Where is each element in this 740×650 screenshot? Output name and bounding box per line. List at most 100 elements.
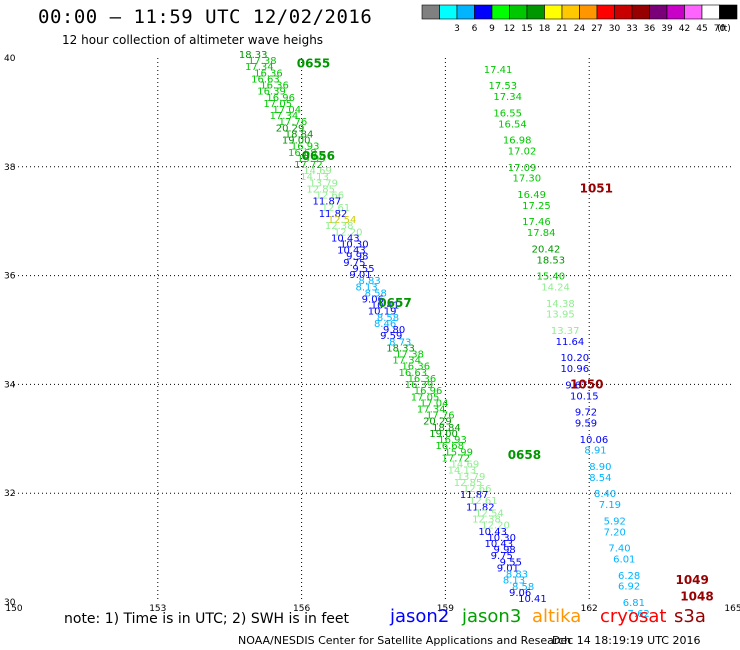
colorbar-label: 6 [472, 24, 478, 34]
colorbar-label: 70 [714, 24, 726, 34]
colorbar-swatch [579, 4, 598, 20]
x-tick-label: 162 [581, 604, 598, 614]
track-west-swh-label: 16.96 [414, 386, 443, 397]
colorbar-label: 45 [696, 24, 707, 34]
track-east-swh-label: 17.30 [513, 174, 542, 185]
track-west-swh-label: 10.43 [331, 233, 360, 244]
track-west-swh-label: 17.34 [417, 405, 446, 416]
track-west-swh-label: 9.75 [491, 551, 513, 562]
track-west-swh-label: 12.38 [325, 221, 354, 232]
track-east-swh-label: 10.06 [580, 435, 609, 446]
colorbar-swatch [631, 4, 650, 20]
track-east-swh-label: 7.40 [608, 544, 630, 555]
track-west-swh-label: 17.72 [294, 160, 323, 171]
colorbar-label: 36 [644, 24, 656, 34]
track-east-swh-label: 14.38 [546, 299, 575, 310]
track-west-swh-label: 9.59 [380, 331, 402, 342]
track-west-swh-label: 19.00 [282, 136, 311, 147]
colorbar-label: 24 [574, 24, 586, 34]
track-east-swh-label: 17.41 [484, 65, 513, 76]
track-west-swh-label: 17.04 [273, 105, 302, 116]
track-west-swh-label: 10.30 [487, 533, 516, 544]
track-west-swh-label: 16.63 [251, 74, 280, 85]
chart-title: 00:00 – 11:59 UTC 12/02/2016 [38, 6, 373, 28]
track-east-swh-label: 17.02 [508, 146, 537, 157]
time-label: 0657 [378, 296, 411, 310]
colorbar-label: 9 [489, 24, 495, 34]
track-east-swh-label: 10.15 [570, 391, 599, 402]
track-west-swh-label: 17.38 [395, 350, 424, 361]
colorbar-label: 21 [556, 24, 567, 34]
track-east-swh-label: 17.25 [522, 201, 551, 212]
track-east-swh-label: 8.90 [589, 462, 611, 473]
track-west-swh-label: 12.20 [334, 227, 363, 238]
track-west-swh-label: 16.36 [401, 362, 430, 373]
track-east-swh-label: 5.92 [604, 516, 626, 527]
colorbar-swatch [666, 4, 685, 20]
track-east-swh-label: 11.64 [556, 337, 585, 348]
track-west-swh-label: 11.82 [319, 209, 348, 220]
track-west-swh-label: 16.39 [405, 380, 434, 391]
colorbar-swatch [526, 4, 545, 20]
track-west-swh-label: 10.43 [484, 539, 513, 550]
colorbar-label: 18 [539, 24, 551, 34]
track-west-swh-label: 12.20 [481, 521, 510, 532]
track-east-swh-label: 16.98 [503, 136, 532, 147]
track-east-swh-label: 17.84 [527, 228, 556, 239]
time-label: 0658 [508, 448, 541, 462]
colorbar-label: 33 [626, 24, 637, 34]
track-west-swh-label: 17.34 [270, 111, 299, 122]
legend-jason2: jason2 [390, 606, 450, 627]
track-west-swh-label: 8.73 [389, 337, 411, 348]
track-west-swh-label: 17.34 [245, 62, 274, 73]
time-label: 1049 [675, 573, 708, 587]
x-tick-label: 150 [5, 604, 22, 614]
track-west-swh-label: 17.76 [426, 411, 455, 422]
track-west-swh-label: 8.46 [374, 319, 396, 330]
colorbar-unit: (ft) [717, 24, 731, 34]
time-label: 1051 [580, 182, 613, 196]
track-east-swh-label: 6.28 [618, 571, 640, 582]
track-east-swh-label: 17.53 [489, 81, 518, 92]
colorbar-swatch [439, 4, 458, 20]
y-tick-label: 30 [4, 598, 16, 608]
colorbar-swatch [649, 4, 668, 20]
track-east-swh-label: 16.55 [493, 108, 522, 119]
x-tick-label: 165 [724, 604, 740, 614]
track-west-swh-label: 16.39 [257, 87, 286, 98]
track-west-swh-label: 12.61 [322, 203, 351, 214]
track-east-swh-label: 6.92 [618, 582, 640, 593]
track-east-swh-label: 13.37 [551, 326, 580, 337]
colorbar-label: 42 [679, 24, 690, 34]
track-west-swh-label: 17.04 [420, 398, 449, 409]
colorbar-swatch [509, 4, 528, 20]
track-east-swh-label: 17.34 [493, 92, 522, 103]
track-west-swh-label: 16.36 [254, 68, 283, 79]
track-east-swh-label: 16.54 [498, 119, 527, 130]
track-west-swh-label: 10.43 [478, 527, 507, 538]
track-west-swh-label: 12.61 [469, 496, 498, 507]
track-west-swh-label: 20.29 [276, 123, 305, 134]
track-west-swh-label: 12.38 [472, 515, 501, 526]
track-east-swh-label: 9.67 [565, 380, 587, 391]
colorbar-label: 39 [661, 24, 673, 34]
track-west-swh-label: 8.58 [377, 313, 399, 324]
time-label: 0656 [302, 149, 335, 163]
track-west-swh-label: 9.55 [500, 557, 522, 568]
track-east-swh-label: 16.49 [517, 190, 546, 201]
track-east-swh-label: 15.40 [536, 272, 565, 283]
track-west-swh-label: 16.68 [288, 148, 317, 159]
credit-text: NOAA/NESDIS Center for Satellite Applica… [238, 634, 572, 647]
track-west-swh-label: 9.06 [362, 294, 384, 305]
track-west-swh-label: 10.43 [337, 246, 366, 257]
track-west-swh-label: 9.55 [352, 264, 374, 275]
colorbar-swatch [684, 4, 703, 20]
track-east-swh-label: 17.46 [522, 217, 551, 228]
track-east-swh-label: 13.95 [546, 310, 575, 321]
track-west-swh-label: 8.13 [356, 282, 378, 293]
track-east-swh-label: 6.01 [613, 554, 635, 565]
colorbar-swatch [561, 4, 580, 20]
colorbar-swatch [456, 4, 475, 20]
time-label: 1050 [570, 377, 603, 391]
